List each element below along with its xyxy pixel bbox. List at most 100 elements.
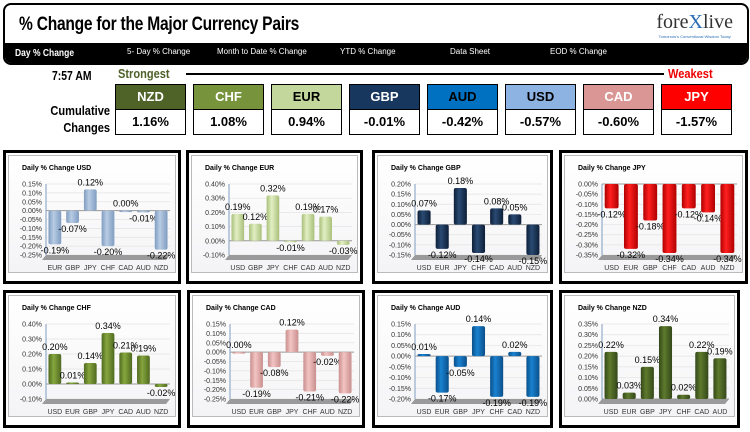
currency-code: EUR — [272, 85, 341, 110]
y-tick-label: -0.20% — [576, 222, 598, 229]
data-label: 0.14% — [78, 351, 104, 361]
bar-gbp — [640, 366, 654, 399]
chart-chf: Daily % Change CHF -0.10% 0.00% 0.10% 0.20% 0… — [3, 290, 181, 428]
x-tick-label: AUD — [320, 409, 335, 416]
bar-gbp — [267, 352, 281, 368]
chart-nzd: Daily % Change NZD 0.00% 0.05% 0.10% 0.15% 0.… — [559, 290, 740, 428]
y-tick-label: 0.00% — [578, 397, 598, 404]
data-label: 0.15% — [635, 355, 661, 365]
bar-gbp — [453, 356, 467, 367]
currency-box-nzd: NZD 1.16% — [115, 84, 186, 135]
y-tick-label: -0.10% — [20, 397, 42, 404]
data-label: -0.01% — [129, 213, 158, 223]
data-label: 0.12% — [243, 212, 269, 222]
bar-jpy — [658, 326, 673, 399]
data-label: 0.03% — [616, 381, 642, 391]
x-tick-label: EUR — [47, 265, 62, 272]
x-tick-label: EUR — [624, 265, 639, 272]
x-tick-label: GBP — [453, 409, 468, 416]
y-tick-label: 0.15% — [22, 182, 42, 189]
y-tick-label: 0.05% — [578, 386, 598, 393]
y-tick-label: -0.15% — [20, 235, 42, 242]
chart-title: Daily % Change AUD — [391, 305, 460, 312]
data-label: -0.21% — [295, 393, 324, 403]
bar-eur — [250, 352, 263, 388]
y-tick-label: 0.30% — [578, 332, 598, 339]
currency-box-aud: AUD -0.42% — [427, 84, 498, 135]
tab-5-day-change[interactable]: 5- Day % Change — [127, 47, 191, 56]
bar-cad — [119, 210, 133, 213]
x-tick-label: GBP — [83, 409, 98, 416]
tab-eod-change[interactable]: EOD % Change — [550, 47, 607, 56]
y-tick-label: -0.05% — [20, 217, 42, 224]
x-tick-label: GBP — [267, 409, 282, 416]
x-tick-label: CHF — [489, 409, 503, 416]
x-tick-label: CAD — [118, 409, 133, 416]
y-tick-label: -0.35% — [576, 253, 598, 260]
y-tick-label: 0.20% — [391, 182, 411, 189]
bar-chf — [303, 352, 317, 392]
tab-ytd-change[interactable]: YTD % Change — [340, 47, 396, 56]
y-tick-label: -0.05% — [389, 232, 411, 239]
data-label: 0.19% — [225, 202, 251, 212]
bar-nzd — [336, 240, 350, 246]
bar-usd — [48, 354, 62, 384]
data-label: -0.34% — [713, 254, 742, 264]
bar-cad — [681, 184, 696, 209]
y-tick-label: 0.40% — [205, 182, 225, 189]
x-tick-label: JPY — [659, 409, 672, 416]
x-tick-label: CAD — [507, 409, 522, 416]
header: % Change for the Major Currency Pairs fo… — [3, 3, 749, 65]
data-label: 0.08% — [484, 196, 510, 206]
y-tick-label: 0.40% — [22, 322, 42, 329]
x-tick-label: EUR — [435, 265, 450, 272]
x-tick-label: NZD — [338, 409, 352, 416]
chart-svg: Daily % Change NZD 0.00% 0.05% 0.10% 0.15% 0.… — [578, 305, 733, 416]
y-tick-label: 0.25% — [578, 343, 598, 350]
chart-floor — [225, 255, 352, 260]
tab-month-to-date-change[interactable]: Month to Date % Change — [217, 47, 307, 56]
x-tick-label: JPY — [472, 409, 485, 416]
data-label: -0.07% — [58, 224, 87, 234]
data-label: 0.05% — [502, 202, 528, 212]
data-label: 0.07% — [411, 198, 437, 208]
bar-jpy — [453, 188, 467, 225]
x-tick-label: CHF — [283, 265, 297, 272]
y-tick-label: 0.15% — [391, 322, 411, 329]
chart-svg: Daily % Change EUR-0.10%0.00%0.10%0.20%0… — [203, 165, 358, 272]
y-tick-label: 0.05% — [391, 212, 411, 219]
logo-text: foreXlive — [656, 11, 733, 33]
x-tick-label: CAD — [681, 265, 696, 272]
currency-code: NZD — [116, 85, 185, 110]
bar-nzd — [154, 210, 168, 250]
chart-floor — [598, 399, 729, 404]
data-label: 0.01% — [60, 371, 86, 381]
bar-eur — [435, 224, 449, 249]
bar-usd — [232, 352, 246, 354]
tab-day-change[interactable]: Day % Change — [15, 48, 75, 59]
bar-aud — [321, 352, 334, 356]
forexlive-logo[interactable]: foreXlive Tomorrow's Conventional Wisdom… — [656, 11, 733, 39]
bar-cad — [301, 213, 315, 241]
x-tick-label: CAD — [694, 409, 709, 416]
data-label: 0.18% — [448, 176, 474, 186]
tab-data-sheet[interactable]: Data Sheet — [450, 47, 491, 56]
bar-aud — [137, 355, 150, 384]
data-label: 0.02% — [502, 340, 528, 350]
chart-area — [564, 155, 743, 273]
x-tick-label: AUD — [318, 265, 333, 272]
y-tick-label: 0.10% — [578, 375, 598, 382]
y-tick-label: 0.15% — [206, 322, 226, 329]
bar-aud — [701, 184, 716, 213]
chart-usd: Daily % Change USD -0.25% -0.20% -0.15% -0.1… — [3, 150, 181, 284]
x-tick-label: AUD — [136, 409, 151, 416]
currency-code: GBP — [350, 85, 419, 110]
y-tick-label: 0.00% — [22, 382, 42, 389]
data-label: -0.22% — [147, 251, 176, 261]
data-label: -0.02% — [147, 388, 176, 398]
bar-eur — [48, 210, 62, 245]
page-title: % Change for the Major Currency Pairs — [19, 14, 300, 35]
currency-change: 0.94% — [272, 110, 341, 134]
chart-svg: Daily % Change CHF-0.10%0.00%0.10%0.20%0… — [20, 305, 176, 416]
chart-svg: Daily % Change JPY -0.35% -0.30% -0.25% -0.2… — [576, 165, 742, 272]
